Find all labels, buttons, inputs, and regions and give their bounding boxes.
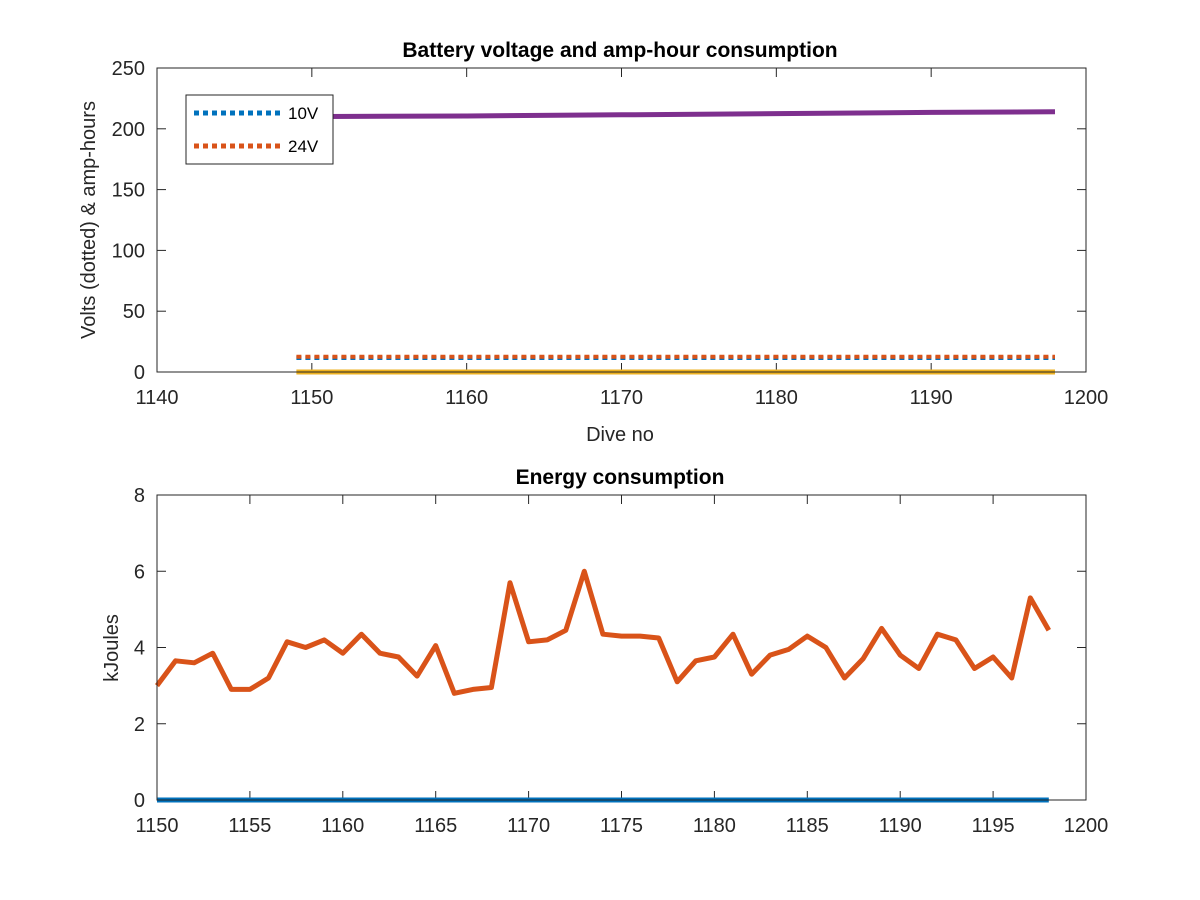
bottom-axis-ticks: 1150 1155 1160 1165 1170 1175 1180 1185 1190 1195… <box>134 485 1108 837</box>
top-x-tick-label: 1160 <box>445 387 488 409</box>
bottom-x-tick-label: 1170 <box>507 815 550 837</box>
top-x-tick-label: 1190 <box>910 387 953 409</box>
bottom-x-tick-label: 1180 <box>693 815 736 837</box>
bottom-series-line-series-2 <box>155 568 1051 696</box>
bottom-x-tick-label: 1195 <box>972 815 1015 837</box>
bottom-y-tick-label: 6 <box>134 561 145 583</box>
legend-label-10v: 10V <box>288 104 319 123</box>
bottom-y-tick-label: 0 <box>134 790 145 812</box>
bottom-x-tick-label: 1200 <box>1064 815 1109 837</box>
bottom-x-tick-label: 1160 <box>321 815 364 837</box>
top-x-tick-label: 1170 <box>600 387 643 409</box>
top-axis-ticks: 1140 1150 1160 1170 1180 1190 1200 0 50 100 150 200… <box>112 58 1109 409</box>
bottom-axes-box <box>156 494 1087 801</box>
bottom-axes: Energy consumption kJoules 1150 1155 1160 1… <box>101 466 1108 837</box>
bottom-x-tick-label: 1150 <box>135 815 178 837</box>
bottom-x-tick-label: 1175 <box>600 815 643 837</box>
top-chart-title: Battery voltage and amp-hour consumption <box>402 39 837 62</box>
top-x-axis-label: Dive no <box>586 424 654 446</box>
bottom-y-axis-label: kJoules <box>101 614 123 682</box>
bottom-chart-title: Energy consumption <box>516 466 725 489</box>
top-axes: Battery voltage and amp-hour consumption… <box>78 39 1108 446</box>
top-x-tick-label: 1200 <box>1064 387 1109 409</box>
bottom-y-tick-label: 4 <box>134 638 145 660</box>
top-y-tick-label: 150 <box>112 180 145 202</box>
bottom-y-tick-label: 8 <box>134 485 145 507</box>
top-series-line-series-4 <box>296 109 1056 120</box>
top-y-tick-label: 250 <box>112 58 145 80</box>
top-y-tick-label: 200 <box>112 119 145 141</box>
top-x-tick-label: 1140 <box>135 387 178 409</box>
top-x-tick-label: 1150 <box>290 387 333 409</box>
bottom-x-tick-label: 1190 <box>879 815 922 837</box>
legend: 10V 24V <box>185 94 334 165</box>
top-y-tick-label: 0 <box>134 362 145 384</box>
bottom-y-tick-label: 2 <box>134 714 145 736</box>
legend-label-24v: 24V <box>288 137 319 156</box>
top-y-tick-label: 50 <box>123 301 145 323</box>
top-axes-box <box>156 67 1087 373</box>
legend-box <box>185 94 334 165</box>
bottom-x-tick-label: 1155 <box>228 815 271 837</box>
top-x-tick-label: 1180 <box>755 387 798 409</box>
top-y-tick-label: 100 <box>112 240 145 262</box>
top-y-axis-label: Volts (dotted) & amp-hours <box>78 101 100 339</box>
bottom-x-tick-label: 1185 <box>786 815 829 837</box>
bottom-x-tick-label: 1165 <box>414 815 457 837</box>
